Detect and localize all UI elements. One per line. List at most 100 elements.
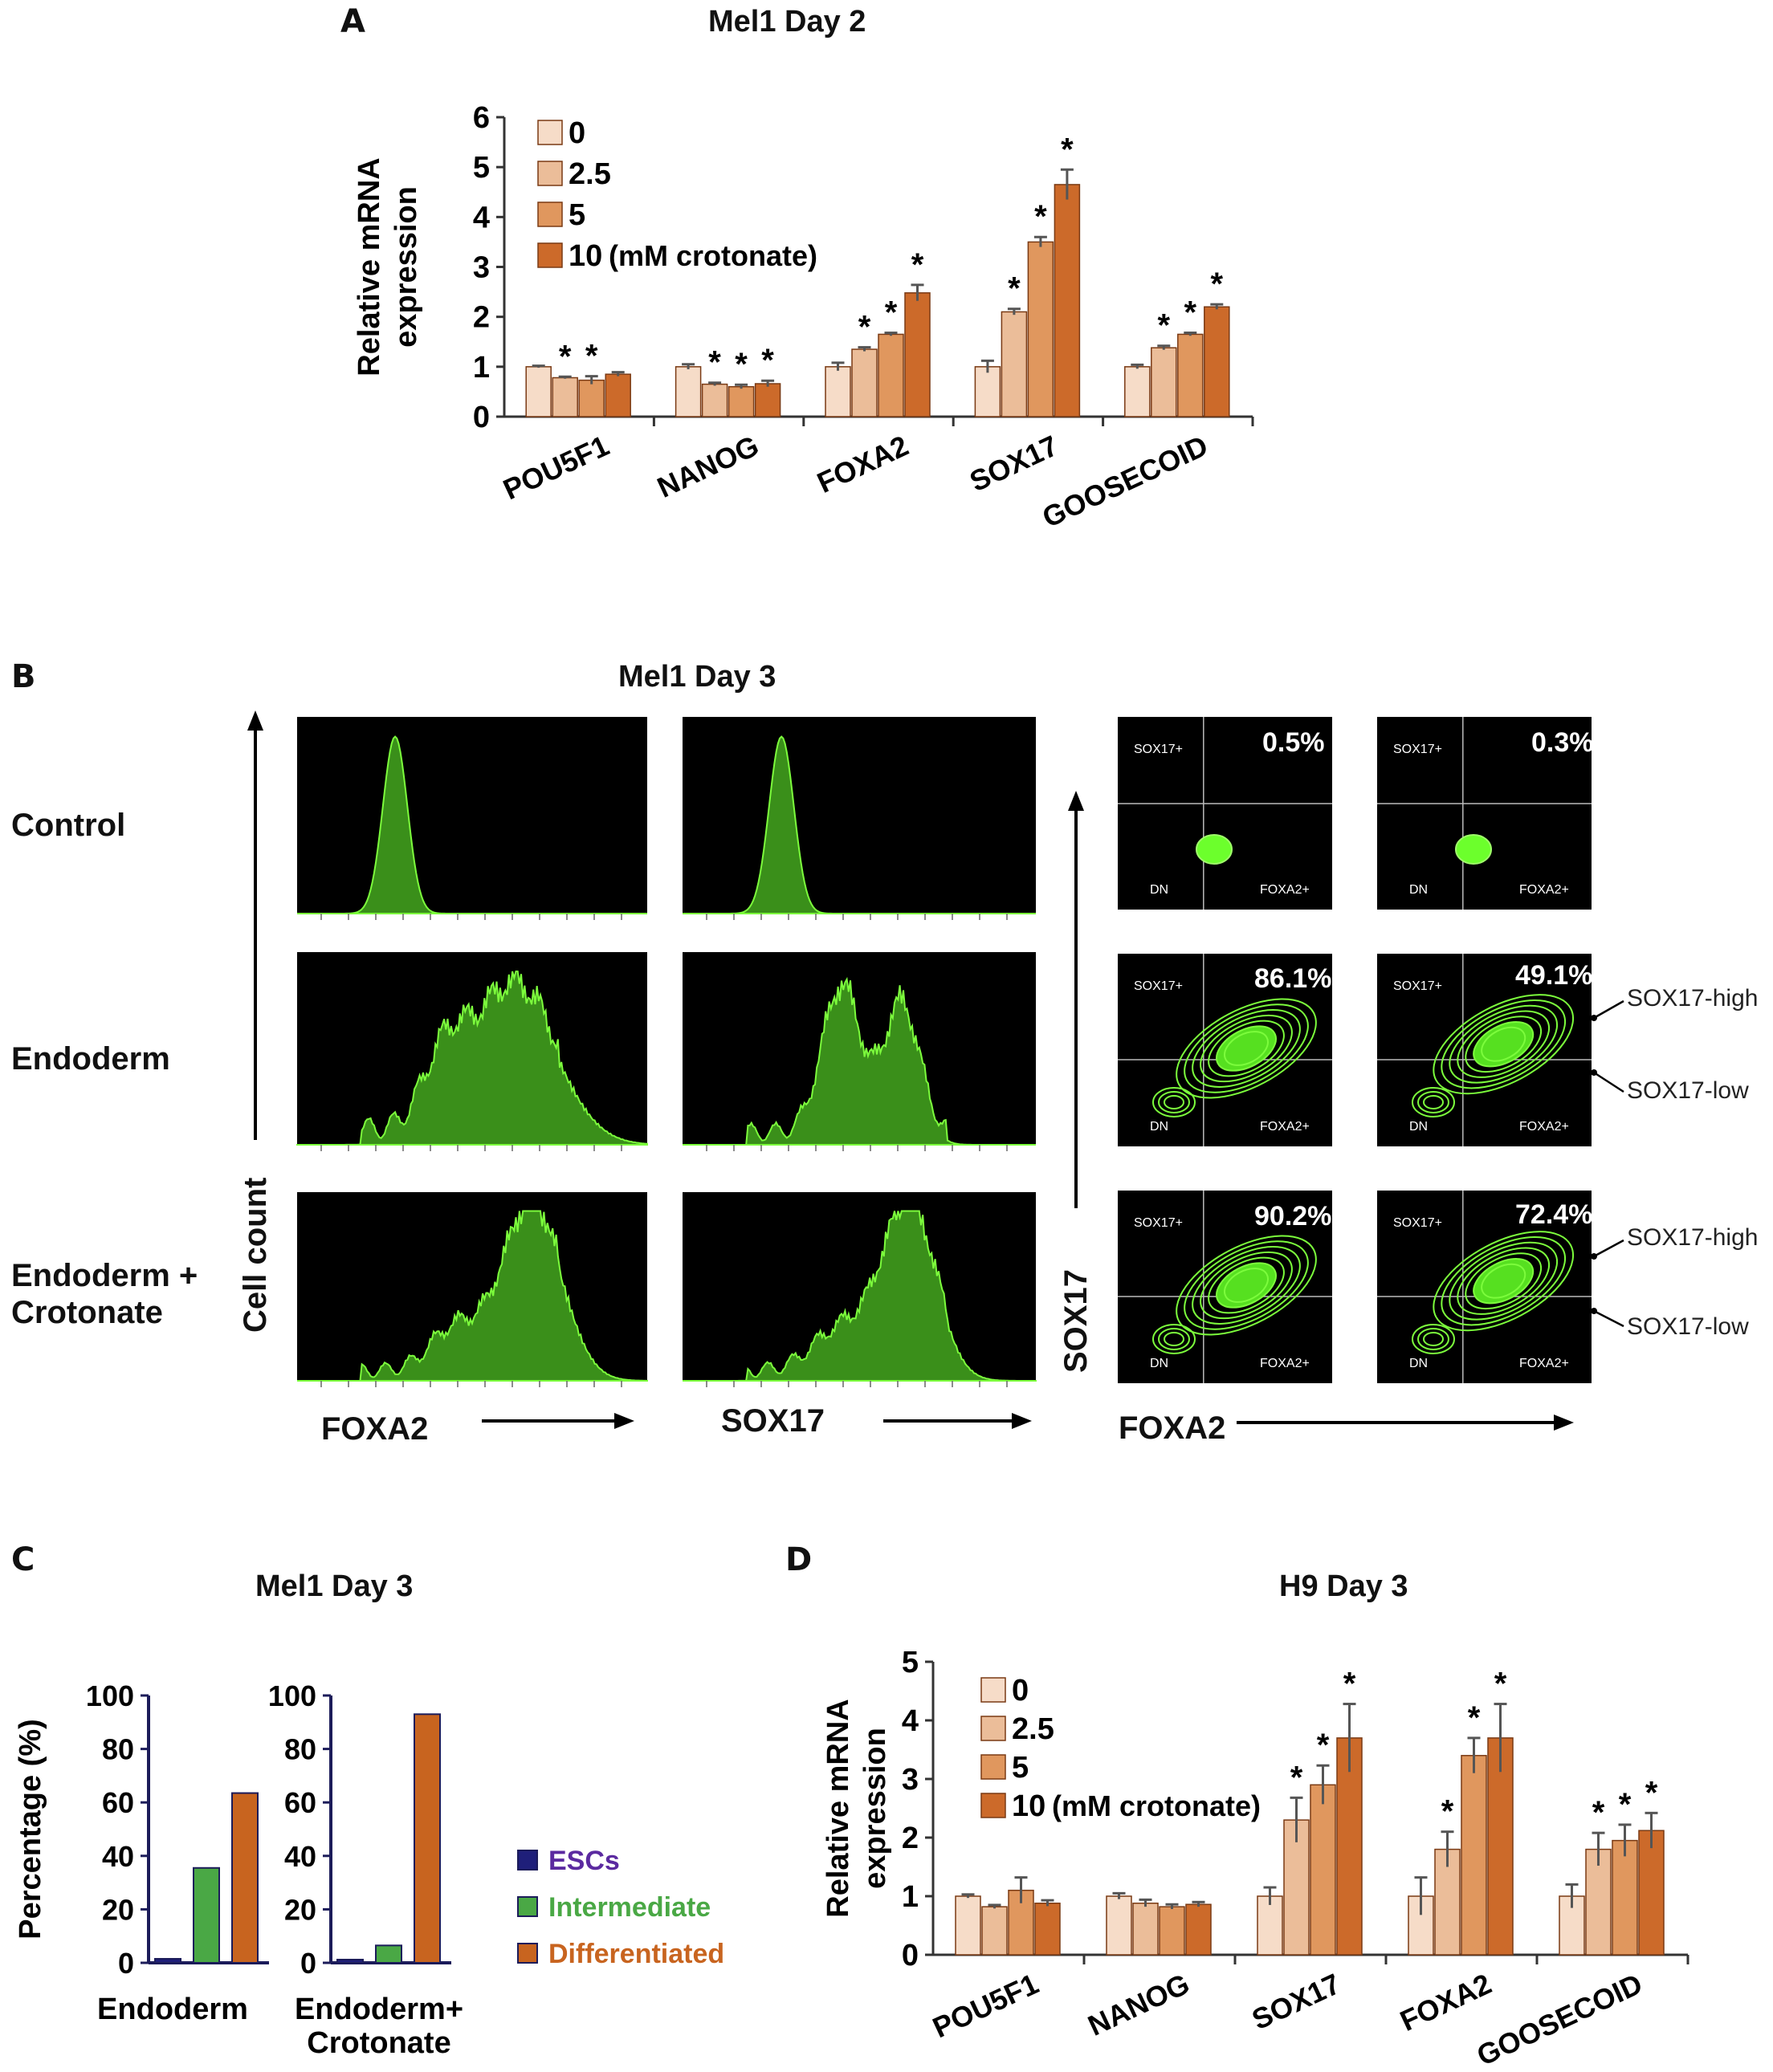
chart-d: 0 1 2 3 4 5 Relative mRNA expression POU5F1 NANOG… [821,1646,1689,2071]
y-tick-label: 4 [473,201,490,234]
quadrant-label-dn: DN [1409,883,1428,897]
contour-line [1184,1003,1309,1093]
chart-a-title: Mel1 Day 2 [708,5,866,39]
significance-marker: * [858,310,871,345]
foxa2-axis-arrowhead [1554,1415,1574,1431]
bar [1185,1903,1212,1956]
chart-d-title: H9 Day 3 [1279,1569,1408,1603]
significance-marker: * [1290,1760,1303,1795]
quadrant-label-foxa2: FOXA2+ [1519,1120,1569,1134]
legend-label: 2.5 [569,157,611,191]
contour-blob [1455,834,1492,865]
bar [1612,1839,1638,1956]
legend-label: 10 [1012,1789,1045,1823]
bar [1461,1755,1487,1956]
legend-swatch [980,1677,1006,1703]
annotation-sox17-high-1: SOX17-high [1627,985,1759,1012]
legend-label: 5 [569,198,585,232]
x-tick-label: GOOSECOID [1472,1967,1648,2071]
y-tick-label: 0 [902,1939,919,1972]
y-tick-label: 1 [473,351,490,385]
significance-marker: * [585,339,598,374]
y-tick-label: 60 [102,1786,134,1819]
contour-line [1441,1235,1567,1326]
row-label-control: Control [11,808,126,843]
annotation-arrow-tip [1591,1253,1597,1260]
bar [1054,184,1081,417]
significance-marker: * [911,247,924,283]
contour-line [1481,1026,1526,1062]
contour-line [1192,1009,1301,1088]
y-axis-label: Relative mRNA [821,1699,855,1917]
hist-x-label-foxa2: FOXA2 [321,1411,429,1447]
y-tick-label: 0 [300,1947,316,1980]
contour-line [1423,1332,1444,1346]
bar [1124,366,1151,417]
pct-endoderm-1: 86.1% [1254,963,1332,994]
bar [1001,311,1028,417]
bar [605,373,631,417]
legend-label: 0 [569,116,585,150]
significance-marker: * [1184,295,1197,331]
y-tick-label: 100 [86,1679,134,1712]
cell-count-arrowhead [247,710,263,731]
y-tick-label: 4 [902,1704,919,1738]
annotation-arrow [1593,999,1624,1020]
histogram-trace [297,1210,648,1382]
contour-line [1457,1010,1551,1078]
bar [955,1895,981,1956]
panel-label-b: B [11,658,36,695]
y-axis-label: Percentage (%) [14,1719,47,1940]
contour-line [1224,1031,1269,1066]
significance-marker: * [1061,132,1074,167]
contour-line [1152,1324,1196,1354]
contour-line [1176,998,1317,1099]
pct-control-2: 0.3% [1531,727,1594,758]
sox17-arrowhead [1012,1413,1032,1429]
annotation-arrow-tip [1591,1015,1597,1021]
annotation-arrow-tip [1591,1069,1597,1076]
contour-line [1184,1240,1309,1330]
row-label-endoderm: Endoderm [11,1041,170,1077]
histogram-trace [296,971,648,1146]
bar [1257,1895,1283,1956]
pct-crotonate-2: 72.4% [1515,1199,1593,1230]
contour-line [1417,1091,1449,1113]
contour-line [1481,1263,1526,1299]
significance-marker: * [761,343,774,378]
y-axis-label: expression [389,186,423,348]
legend-swatch [537,242,563,268]
legend-swatch [537,120,563,145]
contour-line [1441,999,1567,1089]
x-category-label: Endoderm+ [295,1993,463,2026]
quadrant-label-dn: DN [1150,1120,1168,1134]
contour-line [1158,1328,1190,1350]
significance-marker: * [1494,1667,1507,1702]
x-category-label: Endoderm [97,1993,248,2026]
pct-endoderm-2: 49.1% [1515,960,1593,991]
bar [231,1792,259,1964]
histogram-panel [297,717,647,914]
bar [414,1713,441,1964]
significance-marker: * [1468,1700,1481,1736]
legend-label: 2.5 [1012,1712,1054,1746]
bar [1132,1903,1159,1956]
bar [675,366,702,417]
significance-marker: * [1158,308,1171,344]
panel-label-a: A [340,3,365,40]
x-tick-label: SOX17 [1247,1967,1346,2036]
quadrant-label-sox17: SOX17+ [1134,979,1183,993]
y-tick-label: 60 [284,1786,316,1819]
legend-label: 10 [569,239,602,273]
bar [154,1958,181,1964]
legend-label: ESCs [548,1846,620,1876]
chart-c: Percentage (%) 0 20 40 60 80 100 Endoderm 0 20 40 6… [14,1679,724,2060]
significance-marker: * [1619,1787,1632,1822]
bar [851,348,878,417]
bar [904,292,931,417]
bar [1638,1830,1665,1956]
y-tick-label: 5 [902,1646,919,1679]
quadrant-label-foxa2: FOXA2+ [1260,1357,1310,1370]
x-tick-label: POU5F1 [927,1967,1043,2044]
